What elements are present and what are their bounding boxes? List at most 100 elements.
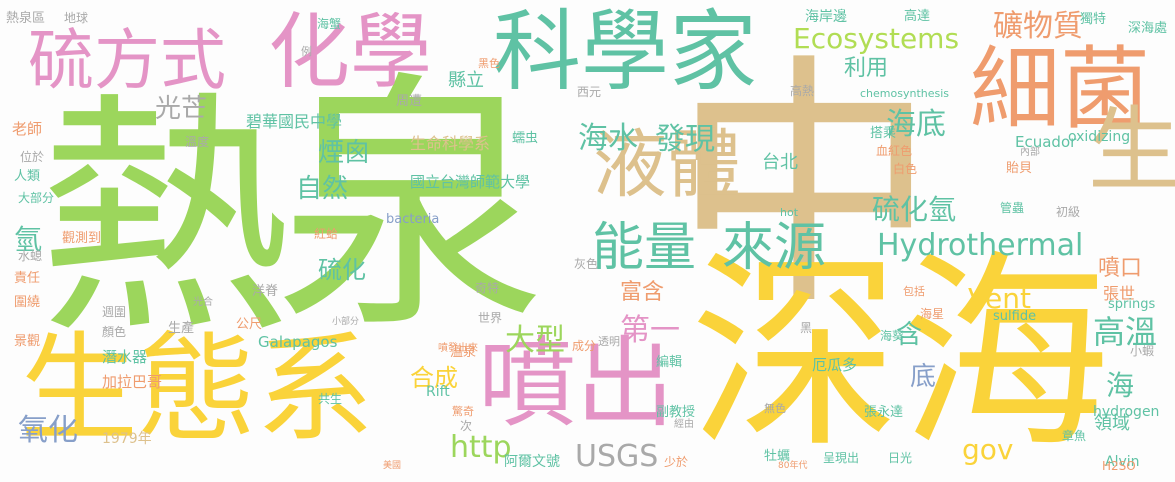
cloud-word: 硫化 [318, 256, 366, 284]
cloud-word: 無色 [764, 402, 786, 415]
cloud-word: 蠕虫 [512, 131, 539, 146]
cloud-word: 大部分 [18, 191, 55, 205]
cloud-word: 化學 [268, 5, 433, 100]
cloud-word: 觀測到 [62, 231, 102, 246]
cloud-word: 成分 [572, 339, 597, 353]
cloud-word: 加拉巴哥 [102, 373, 163, 391]
cloud-word: 光合 [193, 297, 213, 308]
cloud-word: 高溫 [1093, 313, 1158, 351]
cloud-word: 生產 [168, 321, 195, 336]
cloud-word: bacteria [386, 212, 440, 227]
cloud-word: 人類 [14, 169, 41, 184]
cloud-word: 80年代 [778, 461, 808, 471]
cloud-word: 合成 [410, 364, 458, 392]
cloud-word: 包括 [903, 285, 925, 298]
cloud-word: 礦物質 [993, 9, 1083, 44]
cloud-word: 台北 [762, 152, 798, 173]
cloud-word: 獨特 [1080, 12, 1107, 27]
cloud-word: 貽貝 [1006, 161, 1033, 176]
cloud-word: Ecosystems [793, 22, 960, 55]
cloud-word: 地球 [64, 11, 89, 25]
cloud-word: chemosynthesis [860, 87, 950, 100]
cloud-word: 領域 [1094, 413, 1130, 434]
cloud-word: 海 [1106, 369, 1135, 402]
cloud-word: 老師 [12, 120, 43, 138]
cloud-word: 碧華國民中學 [246, 112, 343, 131]
cloud-word: 圍繞 [14, 295, 41, 310]
cloud-word: 海蟹 [317, 17, 342, 31]
cloud-word: 位於 [20, 150, 45, 164]
cloud-word: 生命科學系 [410, 134, 491, 153]
cloud-word: 周遭 [396, 94, 423, 109]
cloud-word: 副教授 [656, 405, 696, 420]
cloud-word: 海底 [886, 107, 946, 142]
cloud-word: 溫度 [185, 135, 210, 149]
cloud-word: 熱 [38, 71, 294, 368]
cloud-word: 例 [301, 45, 312, 58]
cloud-word: 發現 [655, 122, 715, 157]
cloud-word: 國立台灣師範大學 [410, 173, 531, 191]
cloud-word: springs [1108, 297, 1156, 312]
cloud-word: 責任 [14, 271, 41, 286]
cloud-word: Vent [968, 282, 1031, 315]
cloud-word: 共生 [318, 392, 343, 406]
cloud-word: 噴發出來 [438, 343, 478, 354]
cloud-word: 硫方式 [28, 22, 226, 99]
cloud-word: 溫泉 [450, 345, 477, 360]
cloud-word: 少於 [664, 455, 689, 469]
cloud-word: 日光 [888, 451, 913, 465]
cloud-word: 細菌 [970, 37, 1150, 142]
cloud-word: 噴口 [1098, 256, 1143, 281]
cloud-word: 週圍 [102, 305, 127, 319]
cloud-word: 洋脊 [252, 284, 279, 299]
cloud-word: 海星 [920, 307, 945, 321]
cloud-word: 厄瓜多 [812, 356, 858, 374]
cloud-word: 美國 [383, 461, 402, 471]
cloud-word: oxidizing [1068, 129, 1131, 145]
cloud-word: 能量 [592, 218, 697, 278]
cloud-word: 編輯 [656, 355, 683, 370]
cloud-word: 水螅 [18, 249, 43, 263]
cloud-word: sulfide [993, 309, 1037, 324]
cloud-word: 白色 [893, 162, 918, 176]
cloud-word: 自然 [296, 174, 349, 204]
cloud-word: 西元 [577, 85, 602, 99]
cloud-word: 黑色 [478, 57, 500, 70]
cloud-word: 驚奇 [452, 405, 474, 418]
cloud-word: 硫化氫 [872, 193, 957, 226]
cloud-word: 來源 [722, 218, 827, 278]
cloud-word: 內部 [1020, 147, 1040, 158]
cloud-word: 光芒 [155, 94, 208, 124]
cloud-word: Rift [426, 384, 450, 400]
cloud-word: 大型 [505, 323, 565, 358]
cloud-word: 世界 [478, 311, 503, 325]
cloud-word: 潛水器 [102, 348, 148, 366]
cloud-word: H2SO [1102, 459, 1136, 473]
cloud-word: 富含 [620, 280, 665, 305]
cloud-word: 公尺 [236, 317, 263, 332]
cloud-word: 深海處 [1128, 21, 1168, 36]
cloud-word: 牡蠣 [764, 449, 791, 464]
cloud-word: 泉 [275, 49, 545, 364]
cloud-word: 小部分 [332, 317, 360, 327]
cloud-word: 奇特 [475, 281, 500, 295]
cloud-word: 生物 [1088, 97, 1175, 204]
cloud-word: 搭乘 [870, 126, 897, 141]
cloud-word: Alvin [1105, 454, 1140, 470]
cloud-word: 章魚 [1062, 429, 1087, 443]
cloud-word: 縣立 [448, 70, 484, 91]
cloud-word: gov [962, 433, 1014, 466]
cloud-word: 海水 [578, 121, 638, 156]
cloud-word: 科學家 [493, 0, 758, 103]
cloud-word: Ecuador [1015, 133, 1077, 151]
cloud-word: 氧化 [18, 413, 78, 448]
cloud-word: 高達 [904, 9, 931, 24]
cloud-word: 透明 [598, 335, 620, 348]
cloud-word: 經由 [674, 419, 694, 430]
cloud-word: 海岸邊 [805, 9, 847, 25]
cloud-word: 海葵 [880, 329, 905, 343]
cloud-word: 阿爾文號 [504, 454, 560, 470]
cloud-word: Hydrothermal [877, 228, 1084, 263]
cloud-word: USGS [575, 439, 659, 474]
